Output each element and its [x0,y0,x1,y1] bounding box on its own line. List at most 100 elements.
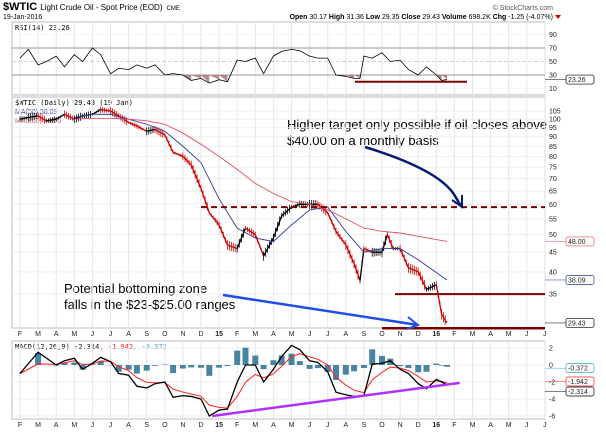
bottom-annotation-line1: Potential bottoming zone [64,281,207,296]
x-tick-label: O [162,422,168,429]
macd-line [19,344,448,417]
price-segment [426,284,437,290]
x-tick-label: M [252,422,258,429]
x-tick-label: D [198,331,203,338]
macd-histogram-bar [161,364,168,365]
x-tick-label: J [525,331,529,338]
ma50-legend: MA(50) 38.09 [15,109,58,116]
rsi-y-tick: 30 [549,73,557,80]
price-segment [381,234,388,253]
macd-histogram-bar [278,355,285,365]
x-tick-label: J [308,422,312,429]
price-segment [281,206,292,217]
macd-y-tick: 2 [549,346,553,353]
price-y-tick: 100 [549,117,561,124]
x-tick-label: A [271,422,276,429]
macd-y-tick: 0 [549,363,553,370]
chart-date: 19-Jan-2016 [3,14,42,21]
x-tick-label: O [162,331,168,338]
x-tick-label: 15 [215,331,223,338]
price-panel: $WTIC (Daily) 29.43 (19 Jan) MA(50) 38.0… [11,96,595,338]
x-tick-label: A [343,422,348,429]
macd-histogram-bar [152,365,159,366]
x-tick-label: A [54,422,59,429]
rsi-line [19,47,448,84]
macd-histogram-bar [198,365,204,368]
price-segment [408,267,419,273]
x-tick-label: M [35,331,41,338]
x-tick-label: M [71,331,77,338]
x-tick-label: A [54,331,59,338]
price-segment [190,164,202,189]
price-y-tick: 35 [549,292,557,299]
x-tick-label: N [180,331,185,338]
price-segment [386,234,394,249]
macd-histogram-bar [133,365,140,374]
x-tick-label: M [506,331,512,338]
macd-signal-line [19,353,448,409]
x-tick-label: A [488,422,493,429]
macd-histogram-bar [443,365,450,367]
macd-hist-value: -0.372 [568,366,588,373]
x-tick-label: N [398,331,403,338]
x-tick-label: D [416,331,421,338]
x-tick-label: F [18,331,22,338]
x-tick-label: 16 [432,331,440,338]
macd-histogram-bar [97,361,104,365]
target-arrowhead-icon [451,195,463,209]
price-segment [441,313,448,324]
macd-macd-value: -2.314 [568,389,588,396]
x-tick-label: A [343,331,348,338]
macd-histogram-bar [423,365,430,372]
x-tick-label: M [470,422,476,429]
price-segment [227,244,238,250]
macd-histogram-bar [115,365,122,372]
rsi-y-tick: 70 [549,46,557,53]
macd-histogram-bar [188,365,195,368]
macd-histogram-bar [288,353,295,365]
macd-histogram-bar [438,365,445,366]
bottom-arrow [222,293,419,327]
macd-histogram-bar [270,360,277,365]
x-tick-label: J [91,422,95,429]
ma200-last-value: 48.00 [568,239,586,246]
price-y-tick: 85 [549,144,557,151]
price-segment [335,230,347,246]
macd-histogram-bar [242,347,249,365]
x-tick-label: M [289,331,295,338]
macd-histogram-bar [252,355,259,365]
price-y-tick: 90 [549,134,557,141]
macd-signal-value: -1.942 [568,379,588,386]
macd-trendline [212,381,460,418]
target-arrow [364,145,463,207]
macd-y-tick: -6 [549,414,555,421]
macd-histogram-bar [206,365,213,376]
macd-histogram-bar [405,365,412,368]
macd-histogram-bar [71,362,78,365]
price-y-tick: 55 [549,216,557,223]
x-tick-label: A [126,331,131,338]
macd-histogram-bar [324,365,331,372]
x-tick-label: J [525,422,529,429]
x-tick-label: M [470,331,476,338]
x-tick-label: F [18,422,22,429]
x-tick-label: D [416,422,421,429]
x-tick-label: J [109,422,113,429]
price-y-tick: 80 [549,154,557,161]
rsi-oversold-fill [182,75,447,84]
ohlc-summary: Open 30.17 High 31.36 Low 29.35 Close 29… [290,14,553,21]
chart-header: $WTIC Light Crude Oil - Spot Price (EOD) C… [3,1,561,21]
x-tick-label: O [379,422,385,429]
price-y-tick: 105 [549,109,561,116]
x-tick-label: M [252,331,258,338]
price-y-tick: 50 [549,232,557,239]
x-tick-label: J [308,331,312,338]
instrument-name: Light Crude Oil - Spot Price (EOD) [40,3,163,12]
price-segment [353,263,361,281]
x-tick-label: F [452,422,456,429]
x-tick-label: 15 [215,422,223,429]
x-tick-label: S [362,331,367,338]
macd-y-tick: -2 [549,380,555,387]
